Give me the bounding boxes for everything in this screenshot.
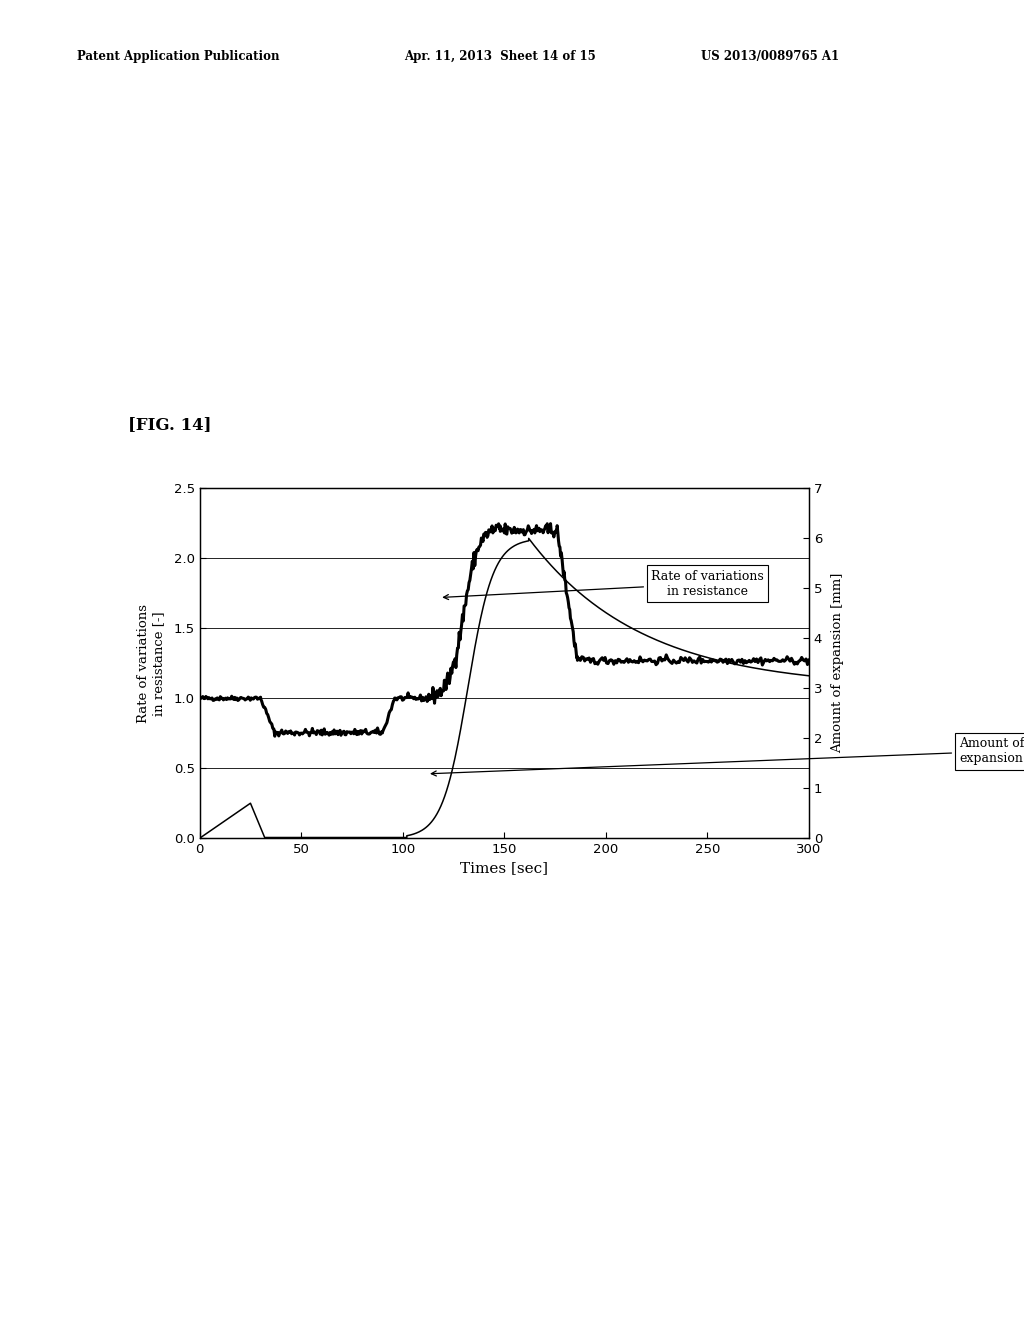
Text: US 2013/0089765 A1: US 2013/0089765 A1 — [701, 50, 840, 63]
X-axis label: Times [sec]: Times [sec] — [461, 862, 548, 875]
Text: Patent Application Publication: Patent Application Publication — [77, 50, 280, 63]
Text: Rate of variations
in resistance: Rate of variations in resistance — [443, 569, 764, 599]
Y-axis label: Rate of variations
in resistance [-]: Rate of variations in resistance [-] — [137, 603, 165, 723]
Text: [FIG. 14]: [FIG. 14] — [128, 416, 212, 433]
Y-axis label: Amount of expansion [mm]: Amount of expansion [mm] — [830, 573, 844, 754]
Text: Apr. 11, 2013  Sheet 14 of 15: Apr. 11, 2013 Sheet 14 of 15 — [404, 50, 596, 63]
Text: Amount of
expansion: Amount of expansion — [431, 738, 1024, 776]
